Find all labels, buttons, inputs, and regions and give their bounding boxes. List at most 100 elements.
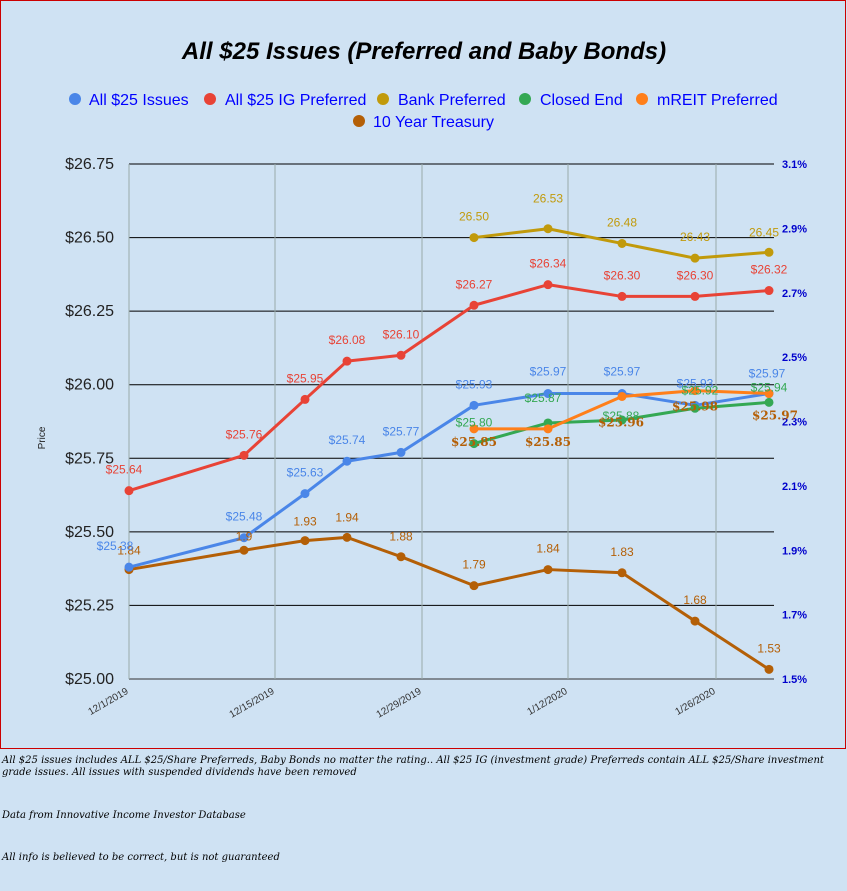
data-label: 1.53 <box>757 641 781 655</box>
data-label: 26.48 <box>607 215 637 229</box>
data-point <box>690 253 700 263</box>
data-label: $26.30 <box>677 268 714 282</box>
note-source: Data from Innovative Income Investor Dat… <box>2 810 246 821</box>
data-point <box>543 224 553 234</box>
data-label: $25.88 <box>603 409 640 423</box>
data-point <box>764 247 774 257</box>
data-label: $25.63 <box>287 466 324 480</box>
series-points <box>124 224 774 674</box>
y-tick-label: $26.00 <box>65 377 114 394</box>
data-label: $25.97 <box>752 409 798 423</box>
data-point <box>469 424 479 434</box>
data-label: $25.98 <box>672 400 718 414</box>
data-label: $25.74 <box>329 433 366 447</box>
data-point <box>617 568 627 578</box>
data-point <box>469 233 479 243</box>
y-tick-label: $26.50 <box>65 230 114 247</box>
series-line <box>128 392 770 569</box>
legend: All $25 Issues All $25 IG Preferred Bank P… <box>69 92 778 131</box>
chart-title: All $25 Issues (Preferred and Baby Bonds… <box>181 38 666 65</box>
data-point <box>124 562 134 572</box>
data-point <box>690 291 700 301</box>
data-point <box>764 664 774 674</box>
data-label: $25.97 <box>749 367 786 381</box>
data-point <box>617 238 627 248</box>
data-label: $25.48 <box>226 510 263 524</box>
x-tick-label: 1/12/2020 <box>525 686 569 718</box>
y2-tick-label: 2.9% <box>782 223 807 235</box>
data-label: 1.84 <box>117 544 141 558</box>
y2-tick-label: 2.3% <box>782 417 807 429</box>
data-point <box>396 447 406 457</box>
y-axis-label: Price <box>37 426 48 449</box>
data-point <box>300 536 310 546</box>
data-point <box>124 486 134 496</box>
line-chart: All $25 Issues (Preferred and Baby Bonds… <box>37 38 807 721</box>
data-label: $25.96 <box>598 415 644 429</box>
y-tick-label: $26.75 <box>65 156 114 173</box>
y2-tick-label: 2.5% <box>782 352 807 364</box>
data-label: 1.93 <box>293 515 317 529</box>
data-point <box>469 400 479 410</box>
data-label: $26.30 <box>604 268 641 282</box>
legend-entry: All $25 Issues <box>89 92 189 109</box>
data-label: $25.93 <box>677 376 714 390</box>
y-tick-label: $25.50 <box>65 524 114 541</box>
data-point <box>239 545 249 555</box>
data-label: $26.27 <box>456 277 493 291</box>
legend-entry: 10 Year Treasury <box>373 114 494 131</box>
data-label: $25.77 <box>383 424 420 438</box>
y2-tick-label: 2.7% <box>782 288 807 300</box>
data-label: $25.76 <box>226 427 263 441</box>
data-label: $25.85 <box>451 435 497 449</box>
data-label: $25.97 <box>604 365 641 379</box>
data-point <box>396 350 406 360</box>
legend-marker <box>377 93 389 105</box>
chart-frame: All $25 Issues (Preferred and Baby Bonds… <box>0 0 846 749</box>
x-tick-label: 12/15/2019 <box>228 686 277 721</box>
y2-tick-label: 1.9% <box>782 545 807 557</box>
data-label: 1.68 <box>683 593 707 607</box>
data-point <box>543 280 553 290</box>
data-point <box>543 565 553 575</box>
series-line <box>128 283 770 493</box>
data-point <box>342 356 352 366</box>
legend-entry: Closed End <box>540 92 623 109</box>
data-point <box>300 489 310 499</box>
data-point <box>690 616 700 626</box>
data-label: $25.92 <box>682 383 719 397</box>
data-point <box>764 286 774 296</box>
series-lines <box>128 227 770 671</box>
x-tick-label: 1/26/2020 <box>673 686 717 718</box>
data-label: 1.94 <box>335 510 359 524</box>
y2-tick-label: 1.7% <box>782 610 807 622</box>
data-label: $25.85 <box>525 435 571 449</box>
data-label: 26.43 <box>680 230 710 244</box>
data-point <box>543 389 553 399</box>
data-point <box>342 456 352 466</box>
data-point <box>342 532 352 542</box>
data-point <box>239 450 249 460</box>
data-label: $25.80 <box>456 416 493 430</box>
data-label: 26.45 <box>749 225 779 239</box>
data-point <box>690 403 700 413</box>
data-label: $25.95 <box>287 371 324 385</box>
data-label: 26.53 <box>533 192 563 206</box>
data-label: 1.79 <box>462 558 486 572</box>
data-label: $26.32 <box>751 263 788 277</box>
data-labels: 1.84 1.9 1.93 1.94 1.88 1.79 1.84 1.83 1.68 1.53 $… <box>97 192 798 656</box>
data-label: 1.9 <box>236 529 253 543</box>
series-line <box>128 535 770 671</box>
data-point <box>764 397 774 407</box>
data-label: $26.08 <box>329 333 366 347</box>
data-point <box>617 415 627 425</box>
data-point <box>543 424 553 434</box>
x-tick-label: 12/1/2019 <box>86 686 130 718</box>
y2-tick-label: 3.1% <box>782 159 807 171</box>
data-point <box>469 581 479 591</box>
data-label: 26.50 <box>459 210 489 224</box>
data-label: $26.34 <box>530 257 567 271</box>
data-label: $25.94 <box>751 380 788 394</box>
legend-marker <box>353 115 365 127</box>
x-tick-label: 12/29/2019 <box>375 686 424 721</box>
